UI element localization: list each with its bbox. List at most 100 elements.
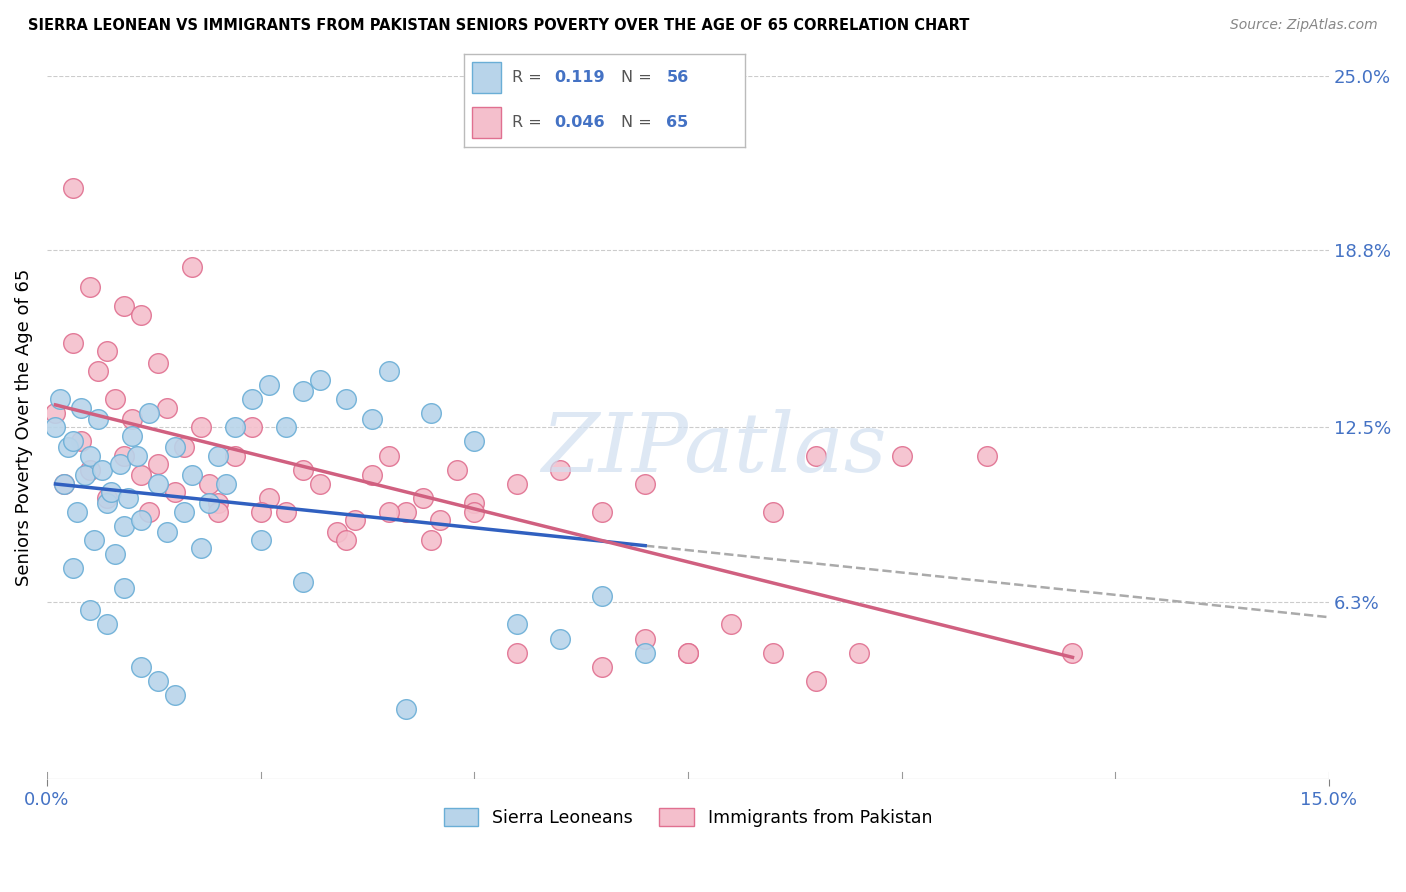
Point [463, 496, 485, 510]
Point [890, 449, 912, 463]
Point [591, 589, 613, 603]
Point [804, 449, 827, 463]
Point [395, 702, 418, 716]
Point [181, 260, 204, 274]
Point [53, 476, 76, 491]
Point [676, 646, 699, 660]
Point [249, 505, 271, 519]
Point [190, 541, 212, 556]
Point [309, 372, 332, 386]
Point [762, 646, 785, 660]
Point [165, 440, 187, 454]
Point [292, 384, 315, 398]
Point [395, 505, 418, 519]
Point [87, 364, 110, 378]
Point [446, 462, 468, 476]
Text: 56: 56 [666, 70, 689, 85]
Point [309, 476, 332, 491]
Point [62, 335, 84, 350]
Point [463, 434, 485, 449]
Point [804, 673, 827, 688]
Text: ZIPatlas: ZIPatlas [541, 409, 886, 489]
Point [506, 476, 529, 491]
Point [326, 524, 349, 539]
Point [96, 491, 118, 505]
Point [506, 617, 529, 632]
Point [207, 449, 229, 463]
Point [117, 491, 139, 505]
Point [146, 673, 169, 688]
Point [377, 505, 399, 519]
Point [138, 406, 160, 420]
Point [70, 401, 93, 415]
Point [129, 659, 152, 673]
Point [138, 505, 160, 519]
Point [58, 440, 80, 454]
Point [62, 434, 84, 449]
Point [240, 392, 263, 407]
Point [146, 457, 169, 471]
Text: 0.119: 0.119 [554, 70, 605, 85]
Point [91, 462, 114, 476]
Point [548, 462, 571, 476]
Point [100, 485, 122, 500]
Point [224, 420, 246, 434]
Point [976, 449, 998, 463]
Text: R =: R = [512, 70, 547, 85]
Point [276, 420, 298, 434]
Point [377, 364, 399, 378]
Point [207, 505, 229, 519]
FancyBboxPatch shape [472, 107, 501, 138]
Point [420, 533, 443, 547]
Point [215, 476, 238, 491]
Point [506, 646, 529, 660]
Point [146, 356, 169, 370]
Point [79, 449, 101, 463]
Text: SIERRA LEONEAN VS IMMIGRANTS FROM PAKISTAN SENIORS POVERTY OVER THE AGE OF 65 CO: SIERRA LEONEAN VS IMMIGRANTS FROM PAKIST… [28, 18, 970, 33]
Text: N =: N = [621, 115, 658, 130]
FancyBboxPatch shape [472, 62, 501, 93]
Point [121, 412, 143, 426]
Legend: Sierra Leoneans, Immigrants from Pakistan: Sierra Leoneans, Immigrants from Pakista… [437, 801, 939, 834]
Point [48, 392, 70, 407]
Point [129, 513, 152, 527]
Point [292, 575, 315, 590]
Point [634, 646, 657, 660]
Point [720, 617, 742, 632]
Point [79, 462, 101, 476]
Point [96, 344, 118, 359]
Point [173, 505, 195, 519]
Point [75, 468, 97, 483]
Point [96, 496, 118, 510]
Point [173, 440, 195, 454]
Point [257, 378, 280, 392]
Point [104, 547, 127, 561]
Point [79, 279, 101, 293]
Point [335, 533, 357, 547]
Point [83, 533, 105, 547]
Point [129, 308, 152, 322]
Point [70, 434, 93, 449]
Point [634, 476, 657, 491]
Point [335, 392, 357, 407]
Point [591, 659, 613, 673]
Point [198, 496, 221, 510]
Text: N =: N = [621, 70, 658, 85]
Point [207, 496, 229, 510]
Point [79, 603, 101, 617]
Point [44, 420, 66, 434]
Point [104, 392, 127, 407]
Point [62, 561, 84, 575]
Point [360, 412, 382, 426]
Text: 0.046: 0.046 [554, 115, 605, 130]
Point [112, 581, 135, 595]
Point [112, 299, 135, 313]
Point [198, 476, 221, 491]
Point [121, 429, 143, 443]
Point [762, 505, 785, 519]
Text: Source: ZipAtlas.com: Source: ZipAtlas.com [1230, 18, 1378, 32]
Point [463, 505, 485, 519]
Point [181, 468, 204, 483]
Point [634, 632, 657, 646]
Point [112, 519, 135, 533]
